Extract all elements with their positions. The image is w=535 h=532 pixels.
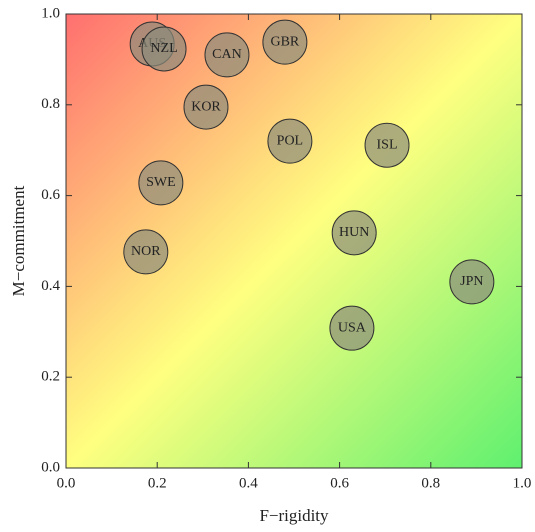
bubble [267,118,313,164]
x-tick-label: 0.8 [421,475,440,491]
y-tick-label: 0.0 [41,459,60,475]
bubble [138,160,184,206]
bubble [204,32,250,78]
bubble-label: CAN [212,47,242,62]
bubble [449,259,495,305]
x-tick-label: 0.2 [148,475,167,491]
y-tick-label: 0.2 [41,369,60,385]
bubble-label: GBR [270,34,299,49]
x-axis-title: F−rigidity [259,506,329,525]
bubble-label: JPN [460,274,483,289]
y-tick-label: 0.4 [41,278,60,294]
bubble [331,210,377,256]
y-axis-title: M−commitment [9,185,28,296]
x-tick-label: 0.0 [57,475,76,491]
bubble-label: KOR [191,99,221,114]
x-tick-label: 1.0 [513,475,532,491]
bubble-label: NZL [150,41,177,56]
bubble-label: SWE [146,175,176,190]
bubble-label: ISL [377,137,398,152]
bubble [141,26,187,72]
bubble-label: NOR [131,244,161,259]
bubble [364,122,410,168]
bubble [329,305,375,351]
bubble-label: USA [338,320,367,335]
y-tick-label: 0.8 [41,96,60,112]
bubble [183,84,229,130]
x-tick-label: 0.4 [239,475,258,491]
bubble-label: POL [277,133,303,148]
y-tick-label: 0.6 [41,187,60,203]
bubble-label: HUN [339,225,369,240]
bubble [123,229,169,275]
y-tick-label: 1.0 [41,5,60,21]
x-tick-label: 0.6 [330,475,349,491]
bubble [262,19,308,65]
